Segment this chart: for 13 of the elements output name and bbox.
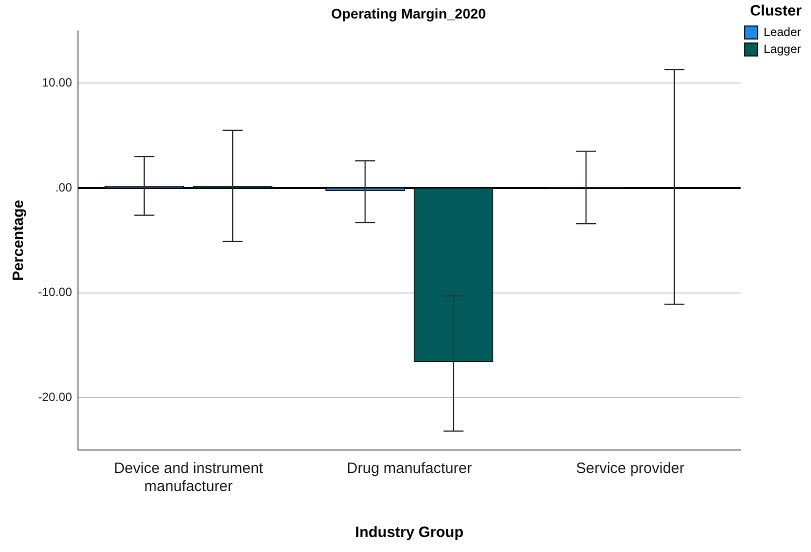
legend-title: Cluster: [750, 2, 802, 20]
chart-title: Operating Margin_2020: [331, 5, 486, 22]
x-axis-title: Industry Group: [355, 524, 464, 542]
y-tick-label: -20.00: [38, 390, 72, 404]
legend-label: Lagger: [764, 42, 802, 56]
y-axis-title: Percentage: [10, 200, 28, 281]
x-tick-label: Device and instrument manufacturer: [114, 460, 264, 496]
legend-label: Leader: [764, 24, 802, 39]
x-tick-label: Service provider: [576, 460, 684, 478]
y-tick-label: .00: [55, 180, 72, 194]
y-tick-label: 10.00: [42, 76, 72, 90]
y-tick-label: -10.00: [38, 285, 72, 300]
x-tick-label: Drug manufacturer: [346, 460, 472, 478]
